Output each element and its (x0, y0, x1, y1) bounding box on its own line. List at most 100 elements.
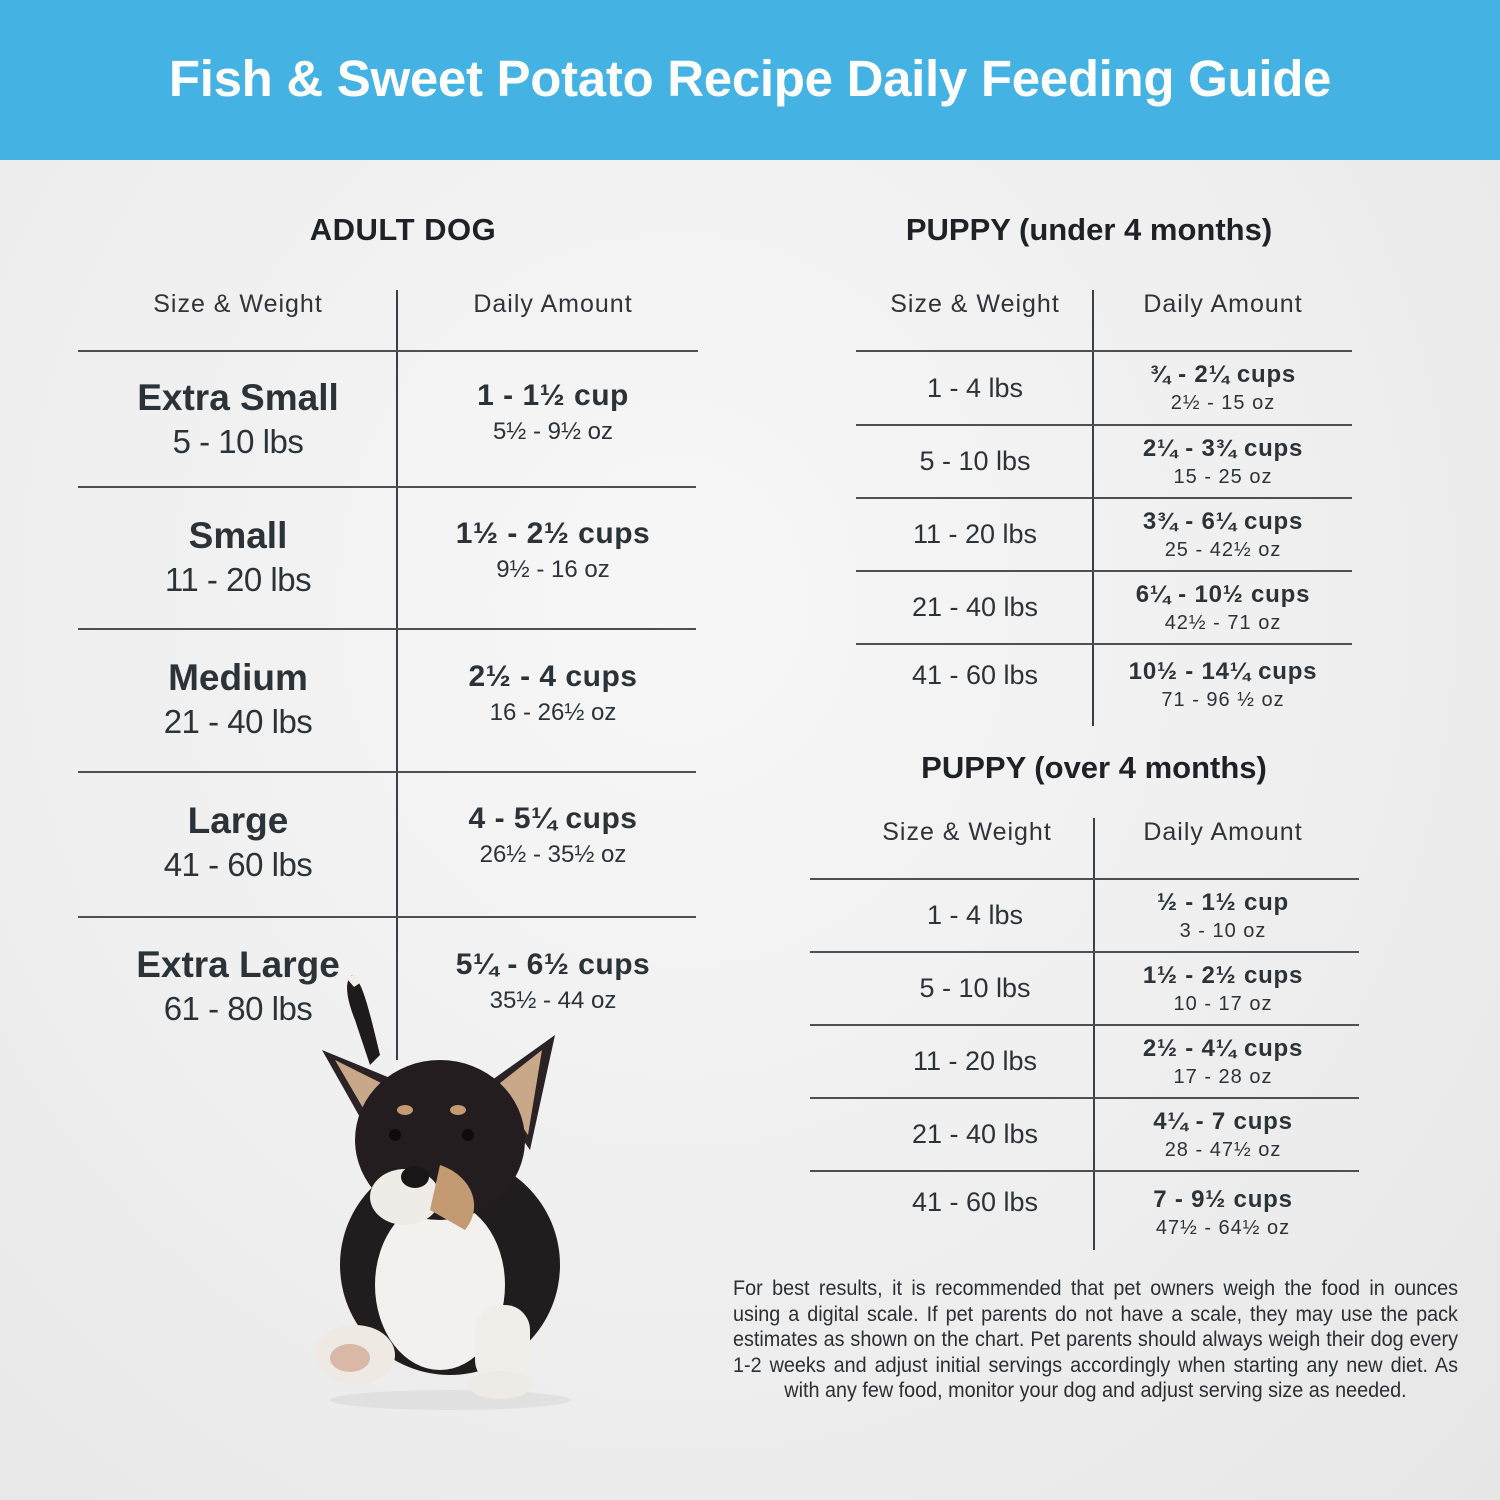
table-row: 41 - 60 lbs (856, 1172, 1094, 1232)
row-divider (856, 424, 1352, 426)
oz-amount: 26½ - 35½ oz (479, 841, 627, 868)
row-divider (856, 350, 1352, 352)
table-row: Extra Small 5 - 10 lbs (78, 376, 398, 464)
column-header-size-weight: Size & Weight (882, 818, 1052, 846)
daily-amount-cell: 4¼ - 7 cups 28 - 47½ oz (1094, 1099, 1352, 1170)
daily-amount-cell: ½ - 1½ cup 3 - 10 oz (1094, 880, 1352, 951)
oz-amount: 25 - 42½ oz (1164, 538, 1282, 561)
oz-amount: 5½ - 9½ oz (492, 418, 614, 445)
oz-amount: 9½ - 16 oz (496, 556, 610, 583)
cups-amount: 2½ - 4 cups (468, 660, 638, 693)
table-row: 1 - 4 lbs (856, 880, 1094, 951)
size-name: Large (187, 800, 289, 841)
size-weight: 41 - 60 lbs (911, 1186, 1039, 1217)
table-row: 11 - 20 lbs (856, 1026, 1094, 1097)
table-row: Extra Large 61 - 80 lbs (78, 943, 398, 1031)
column-header-daily-amount: Daily Amount (473, 290, 633, 318)
row-divider (856, 643, 1352, 645)
corgi-puppy-photo (300, 975, 590, 1415)
oz-amount: 2½ - 15 oz (1170, 392, 1276, 414)
page-title: Fish & Sweet Potato Recipe Daily Feeding… (168, 49, 1332, 107)
row-divider (810, 878, 1359, 880)
size-weight: 1 - 4 lbs (926, 372, 1024, 403)
oz-amount: 42½ - 71 oz (1164, 611, 1282, 634)
cups-amount: 7 - 9½ cups (1153, 1186, 1293, 1213)
column-header-size-weight: Size & Weight (153, 290, 323, 318)
column-divider (1093, 818, 1095, 1250)
row-divider (810, 1024, 1359, 1026)
oz-amount: 28 - 47½ oz (1164, 1138, 1282, 1161)
cups-amount: ¾ - 2¼ cups (1149, 361, 1297, 388)
table-row: Large 41 - 60 lbs (78, 799, 398, 887)
oz-amount: 3 - 10 oz (1179, 919, 1267, 942)
column-header-size-weight: Size & Weight (890, 290, 1060, 318)
row-divider (856, 570, 1352, 572)
daily-amount-cell: 6¼ - 10½ cups 42½ - 71 oz (1094, 572, 1352, 643)
oz-amount: 15 - 25 oz (1173, 465, 1273, 488)
daily-amount-cell: 3¾ - 6¼ cups 25 - 42½ oz (1094, 499, 1352, 570)
daily-amount-cell: 1½ - 2½ cups 9½ - 16 oz (398, 515, 708, 587)
oz-amount: 17 - 28 oz (1173, 1065, 1273, 1088)
daily-amount-cell: 10½ - 14¼ cups 71 - 96 ½ oz (1094, 652, 1352, 718)
cups-amount: 5¼ - 6½ cups (455, 948, 651, 981)
size-name: Extra Small (137, 377, 339, 418)
column-header-daily-amount: Daily Amount (1143, 290, 1303, 318)
column-divider (1092, 290, 1094, 726)
size-weight: 5 - 10 lbs (919, 973, 1031, 1003)
row-divider (78, 628, 696, 630)
size-name: Extra Large (136, 944, 340, 985)
cups-amount: 3¾ - 6¼ cups (1142, 507, 1304, 535)
cups-amount: 2¼ - 3¾ cups (1142, 434, 1304, 462)
table-row: 21 - 40 lbs (856, 572, 1094, 643)
size-weight: 21 - 40 lbs (911, 592, 1039, 622)
oz-amount: 16 - 26½ oz (489, 699, 617, 726)
daily-amount-cell: 1½ - 2½ cups 10 - 17 oz (1094, 953, 1352, 1024)
cups-amount: 10½ - 14¼ cups (1128, 658, 1318, 685)
daily-amount-cell: 5¼ - 6½ cups 35½ - 44 oz (398, 946, 708, 1018)
size-weight: 5 - 10 lbs (172, 423, 304, 460)
puppy-over-4-months-title: PUPPY (over 4 months) (921, 750, 1267, 785)
cups-amount: ½ - 1½ cup (1156, 888, 1290, 916)
header-banner: Fish & Sweet Potato Recipe Daily Feeding… (0, 0, 1500, 160)
table-row: 1 - 4 lbs (856, 352, 1094, 424)
size-weight: 5 - 10 lbs (919, 446, 1031, 476)
cups-amount: 1 - 1½ cup (477, 379, 629, 412)
oz-amount: 10 - 17 oz (1173, 992, 1273, 1015)
daily-amount-cell: 2¼ - 3¾ cups 15 - 25 oz (1094, 426, 1352, 497)
oz-amount: 71 - 96 ½ oz (1161, 689, 1285, 711)
size-weight: 1 - 4 lbs (926, 900, 1024, 930)
table-row: 41 - 60 lbs (856, 645, 1094, 705)
size-name: Medium (168, 657, 308, 698)
size-weight: 11 - 20 lbs (912, 1046, 1038, 1076)
row-divider (856, 497, 1352, 499)
row-divider (78, 771, 696, 773)
oz-amount: 47½ - 64½ oz (1155, 1217, 1291, 1239)
table-row: 11 - 20 lbs (856, 499, 1094, 570)
size-weight: 11 - 20 lbs (164, 561, 312, 598)
size-weight: 11 - 20 lbs (912, 519, 1038, 549)
size-weight: 41 - 60 lbs (911, 659, 1039, 690)
daily-amount-cell: 7 - 9½ cups 47½ - 64½ oz (1094, 1180, 1352, 1246)
oz-amount: 35½ - 44 oz (489, 987, 617, 1014)
cups-amount: 6¼ - 10½ cups (1135, 580, 1311, 608)
daily-amount-cell: 4 - 5¼ cups 26½ - 35½ oz (398, 800, 708, 872)
column-divider (396, 290, 398, 1060)
row-divider (810, 1097, 1359, 1099)
table-row: Medium 21 - 40 lbs (78, 656, 398, 744)
daily-amount-cell: 2½ - 4¼ cups 17 - 28 oz (1094, 1026, 1352, 1097)
puppy-under-4-months-title: PUPPY (under 4 months) (905, 212, 1273, 247)
row-divider (810, 951, 1359, 953)
cups-amount: 2½ - 4¼ cups (1142, 1034, 1304, 1062)
cups-amount: 4¼ - 7 cups (1153, 1107, 1293, 1135)
daily-amount-cell: ¾ - 2¼ cups 2½ - 15 oz (1094, 352, 1352, 424)
size-weight: 61 - 80 lbs (163, 990, 313, 1027)
size-weight: 41 - 60 lbs (163, 846, 313, 883)
table-row: 5 - 10 lbs (856, 426, 1094, 497)
row-divider (78, 350, 698, 352)
size-name: Small (188, 515, 288, 556)
column-header-daily-amount: Daily Amount (1143, 818, 1303, 846)
size-weight: 21 - 40 lbs (163, 703, 313, 740)
daily-amount-cell: 2½ - 4 cups 16 - 26½ oz (398, 658, 708, 730)
row-divider (78, 916, 696, 918)
table-row: 5 - 10 lbs (856, 953, 1094, 1024)
